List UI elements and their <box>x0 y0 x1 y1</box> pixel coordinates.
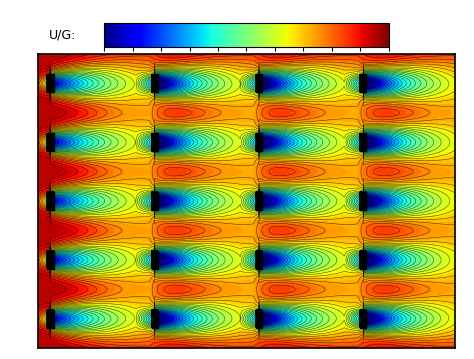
Bar <box>152 192 158 210</box>
Bar <box>152 74 158 92</box>
Bar <box>256 74 262 92</box>
Bar <box>360 133 366 151</box>
Bar <box>256 133 262 151</box>
Bar <box>360 251 366 269</box>
Bar <box>47 133 54 151</box>
Bar <box>47 74 54 92</box>
Bar <box>360 192 366 210</box>
Bar <box>47 251 54 269</box>
Bar <box>256 310 262 328</box>
Bar <box>256 192 262 210</box>
Text: U/G:: U/G: <box>48 28 76 42</box>
Bar <box>360 310 366 328</box>
Bar <box>256 251 262 269</box>
Bar <box>152 310 158 328</box>
Bar <box>47 192 54 210</box>
Bar <box>47 310 54 328</box>
Bar <box>152 133 158 151</box>
Bar <box>360 74 366 92</box>
Bar <box>152 251 158 269</box>
